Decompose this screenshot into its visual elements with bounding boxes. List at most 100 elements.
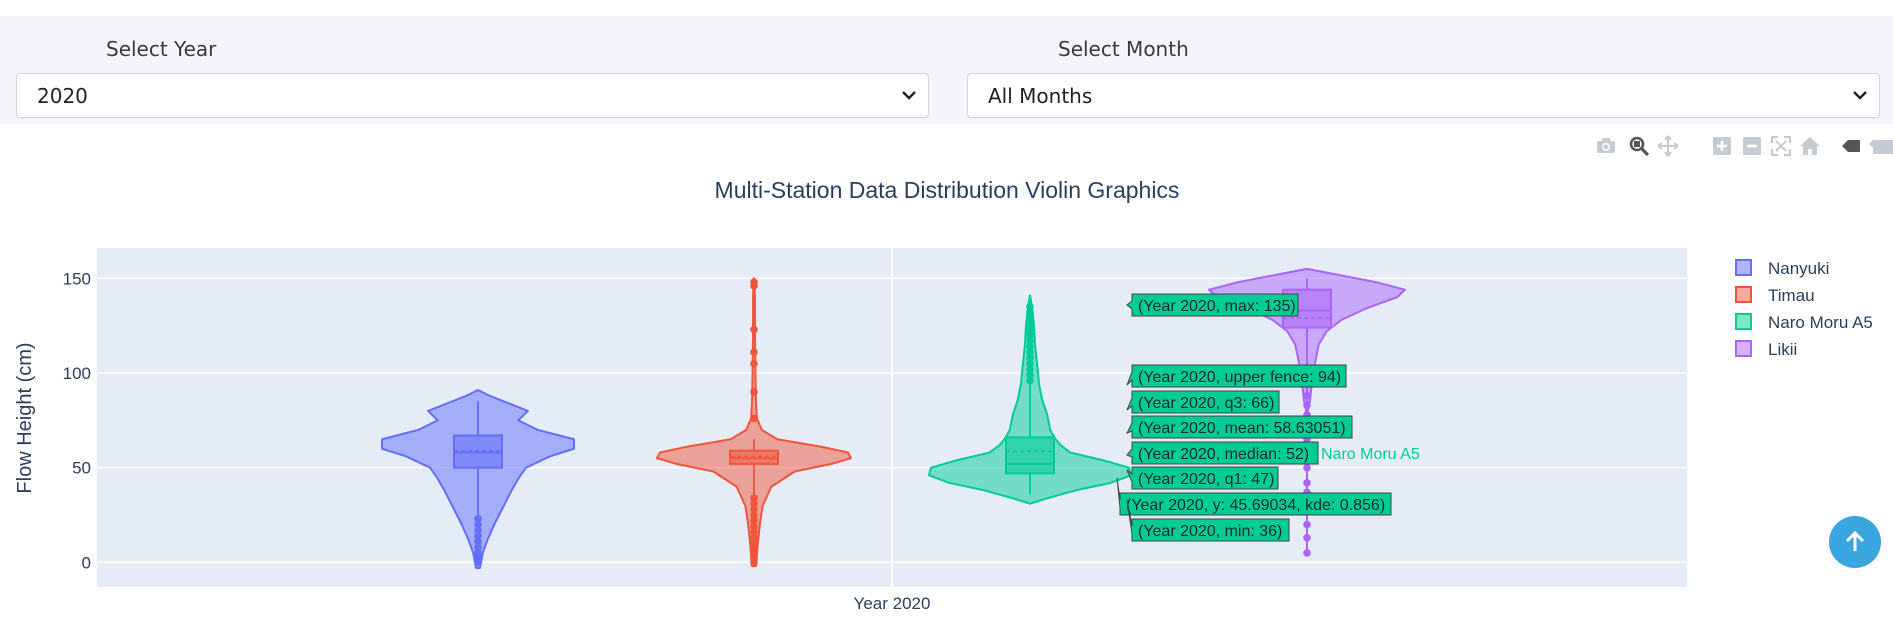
hover-label-text: (Year 2020, min: 36) — [1138, 523, 1282, 540]
month-select[interactable]: All Months — [967, 73, 1880, 118]
legend-item[interactable]: Likii — [1735, 340, 1797, 359]
legend-swatch — [1735, 286, 1752, 303]
outlier-point — [1026, 302, 1034, 311]
violin-nanyuki[interactable] — [381, 389, 575, 570]
month-select-value: All Months — [988, 83, 1093, 108]
legend-item[interactable]: Nanyuki — [1735, 259, 1829, 278]
year-select[interactable]: 2020 — [16, 73, 929, 118]
outlier-point — [1303, 533, 1311, 542]
outlier-point — [750, 499, 758, 508]
outlier-point — [1303, 391, 1311, 400]
month-filter-label: Select Month — [1058, 37, 1189, 61]
outlier-point — [750, 539, 758, 548]
zoom-out-icon[interactable] — [1741, 135, 1763, 157]
outlier-point — [1026, 359, 1034, 368]
compare-data-icon[interactable] — [1867, 135, 1893, 157]
hover-label-text: (Year 2020, max: 135) — [1138, 298, 1296, 315]
zoom-icon[interactable] — [1628, 135, 1650, 157]
x-tick-label: Year 2020 — [854, 594, 931, 613]
hover-label-box — [1126, 293, 1299, 317]
legend-item[interactable]: Timau — [1735, 286, 1815, 305]
hover-label: (Year 2020, upper fence: 94) — [1126, 364, 1347, 388]
violin-box — [1005, 436, 1055, 475]
outlier-point — [1026, 319, 1034, 328]
hover-label-text: (Year 2020, mean: 58.63051) — [1138, 420, 1346, 437]
outlier-point — [750, 545, 758, 553]
outlier-point — [1303, 520, 1311, 529]
legend-label: Naro Moru A5 — [1768, 313, 1873, 332]
hover-label: (Year 2020, y: 45.69034, kde: 0.856) — [1116, 477, 1392, 516]
chart-title: Multi-Station Data Distribution Violin G… — [715, 177, 1180, 203]
y-tick-label: 0 — [82, 553, 91, 572]
camera-icon[interactable] — [1595, 135, 1617, 157]
outlier-point — [750, 388, 758, 396]
scroll-to-top-button[interactable] — [1829, 516, 1881, 568]
outlier-point — [1303, 401, 1311, 409]
hover-label-box — [1126, 364, 1347, 388]
hover-label-box — [1125, 415, 1353, 439]
outlier-point — [750, 282, 758, 290]
legend: Nanyuki Timau Naro Moru A5 Likii — [1735, 259, 1873, 359]
hover-label-box — [1126, 441, 1319, 465]
outlier-point — [750, 505, 758, 514]
hover-label-text: (Year 2020, upper fence: 94) — [1138, 369, 1341, 386]
legend-label: Timau — [1768, 286, 1815, 305]
outlier-point — [1026, 331, 1034, 339]
outlier-point — [1026, 308, 1034, 317]
legend-item[interactable]: Naro Moru A5 — [1735, 313, 1873, 332]
outlier-point — [750, 558, 758, 567]
hover-label-box — [1116, 477, 1392, 516]
outlier-point — [1026, 342, 1034, 351]
hover-label: (Year 2020, q3: 66) — [1126, 390, 1280, 414]
outlier-point — [750, 533, 758, 542]
outlier-point — [474, 543, 482, 552]
zoom-in-icon[interactable] — [1711, 135, 1733, 157]
chevron-down-icon — [902, 91, 916, 100]
outlier-point — [1026, 314, 1034, 322]
outlier-point — [474, 526, 482, 534]
violin-naro-moru-a5[interactable] — [928, 294, 1132, 505]
autoscale-icon[interactable] — [1770, 135, 1792, 157]
violin-timau[interactable] — [656, 277, 852, 568]
outlier-point — [474, 532, 482, 540]
y-axis-ticks: 0 50 100 150 — [63, 269, 91, 572]
hover-label: (Year 2020, median: 52) — [1126, 441, 1319, 465]
hover-labels: (Year 2020, max: 135) (Year 2020, upper f… — [1116, 293, 1420, 542]
spike-lines-icon[interactable] — [1840, 135, 1862, 157]
outlier-point — [474, 515, 482, 523]
outlier-point — [1026, 354, 1034, 362]
hover-label-box — [1126, 390, 1280, 414]
hover-label: (Year 2020, min: 36) — [1126, 499, 1290, 542]
hover-label-text: (Year 2020, median: 52) — [1138, 446, 1309, 463]
year-filter-label: Select Year — [106, 37, 217, 61]
pan-icon[interactable] — [1657, 135, 1679, 157]
outlier-point — [474, 537, 482, 546]
outlier-point — [750, 511, 758, 519]
hover-label: (Year 2020, max: 135) — [1126, 293, 1299, 317]
y-axis-title: Flow Height (cm) — [14, 342, 36, 493]
legend-label: Likii — [1768, 340, 1797, 359]
filter-bar: Select Year 2020 Select Month All Months — [0, 16, 1893, 124]
legend-swatch — [1735, 313, 1752, 330]
outlier-point — [750, 359, 758, 368]
year-select-value: 2020 — [37, 83, 88, 108]
outlier-point — [1303, 463, 1311, 472]
outlier-point — [474, 520, 482, 529]
hover-label: (Year 2020, q1: 47) — [1126, 466, 1279, 490]
outlier-point — [750, 522, 758, 531]
outlier-point — [750, 516, 758, 525]
y-tick-label: 50 — [72, 459, 91, 478]
y-tick-label: 100 — [63, 364, 91, 383]
legend-swatch — [1735, 259, 1752, 276]
y-tick-label: 150 — [63, 269, 91, 288]
outlier-point — [750, 414, 758, 423]
outlier-point — [1026, 348, 1034, 356]
outlier-point — [1026, 371, 1034, 379]
outlier-point — [474, 558, 482, 567]
legend-label: Nanyuki — [1768, 259, 1829, 278]
arrow-up-icon — [1845, 530, 1865, 551]
hover-label-box — [1126, 499, 1290, 542]
hover-label-text: (Year 2020, q3: 66) — [1138, 395, 1274, 412]
reset-axes-icon[interactable] — [1799, 135, 1821, 157]
